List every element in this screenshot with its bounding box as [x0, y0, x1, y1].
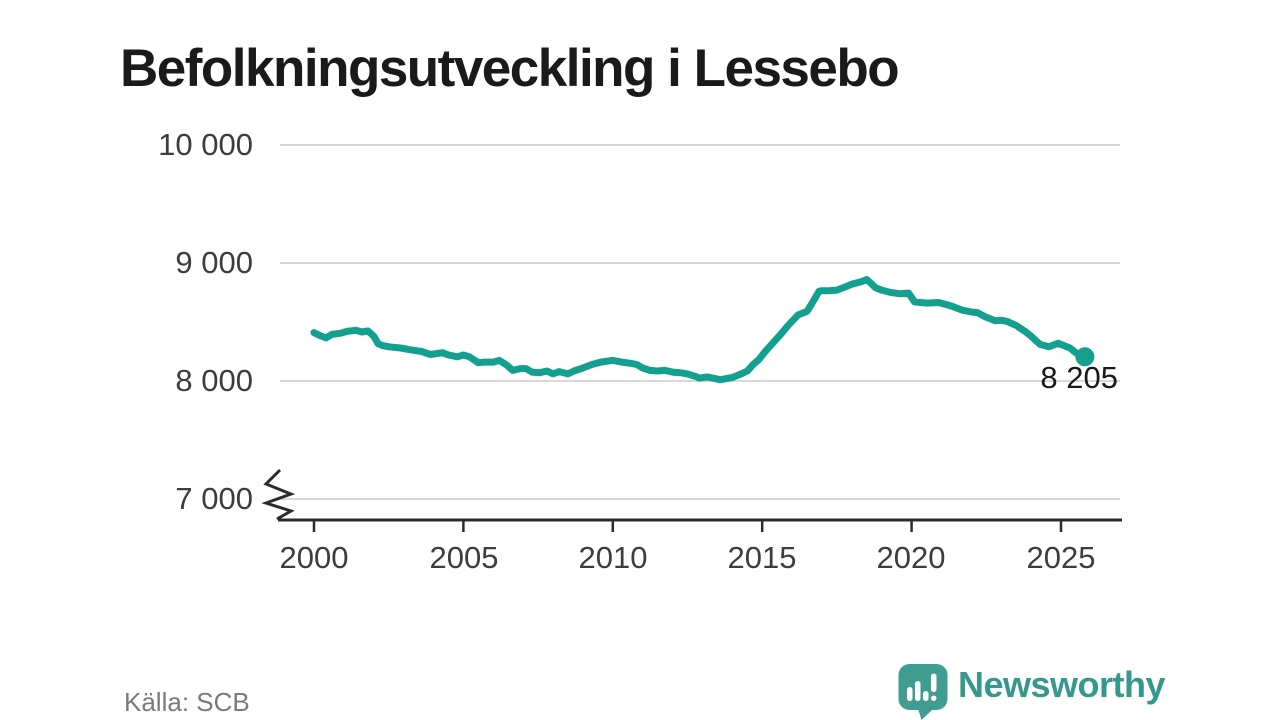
x-axis-tick-label-2020: 2020	[876, 540, 946, 575]
x-axis-tick-label-2005: 2005	[429, 540, 499, 575]
logo-bar-1	[907, 687, 913, 701]
y-axis-tick-label-9000: 9 000	[175, 245, 253, 280]
last-value-label: 8 205	[1040, 360, 1118, 395]
population-line-series	[310, 276, 1089, 384]
x-axis-tick-label-2015: 2015	[727, 540, 797, 575]
x-axis-tick-label-2025: 2025	[1026, 540, 1096, 575]
last-value-dot	[1075, 347, 1095, 367]
y-axis-tick-label-10000: 10 000	[158, 127, 253, 162]
y-axis-break-icon	[261, 468, 296, 521]
source-label: Källa: SCB	[124, 687, 250, 717]
newsworthy-logo-icon	[898, 664, 948, 720]
newsworthy-logo: Newsworthy	[897, 663, 1166, 720]
newsworthy-logo-text: Newsworthy	[958, 664, 1166, 705]
y-axis-tick-label-7000: 7 000	[175, 481, 253, 516]
chart-title: Befolkningsutveckling i Lessebo	[120, 38, 900, 98]
logo-exclamation-bar	[931, 673, 937, 692]
x-axis-tick-label-2000: 2000	[279, 540, 349, 575]
x-axis-tick-label-2010: 2010	[578, 540, 648, 575]
logo-bar-3	[923, 691, 929, 701]
logo-bar-2	[915, 681, 921, 701]
y-axis-tick-label-8000: 8 000	[175, 363, 253, 398]
logo-exclamation-dot	[931, 695, 937, 701]
